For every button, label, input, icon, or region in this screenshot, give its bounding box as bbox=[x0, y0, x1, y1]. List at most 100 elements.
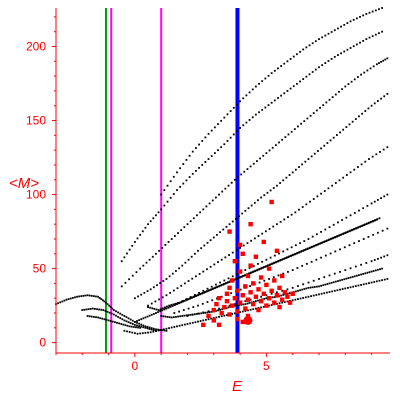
highlight-point bbox=[248, 263, 253, 268]
data-point bbox=[140, 318, 143, 321]
data-point bbox=[257, 235, 260, 237]
data-point bbox=[180, 301, 183, 304]
data-point bbox=[125, 316, 128, 319]
data-point bbox=[373, 102, 376, 105]
data-point bbox=[328, 282, 331, 285]
data-point bbox=[321, 36, 324, 39]
data-point bbox=[162, 328, 165, 331]
data-point bbox=[190, 255, 193, 258]
data-point bbox=[169, 180, 172, 183]
data-point bbox=[348, 244, 351, 247]
data-point bbox=[130, 325, 133, 328]
data-point bbox=[97, 295, 99, 298]
data-point bbox=[344, 85, 347, 88]
data-point bbox=[168, 304, 170, 307]
data-point bbox=[78, 295, 81, 298]
data-point bbox=[189, 313, 192, 316]
data-point bbox=[155, 328, 157, 331]
data-point bbox=[197, 294, 199, 297]
data-point bbox=[204, 311, 207, 314]
data-point bbox=[337, 280, 339, 282]
data-point bbox=[227, 184, 230, 187]
data-point bbox=[287, 270, 289, 273]
data-point bbox=[368, 271, 371, 274]
highlight-point bbox=[274, 248, 280, 254]
data-point bbox=[265, 294, 268, 297]
data-point bbox=[216, 233, 218, 236]
data-point bbox=[363, 224, 366, 226]
data-point bbox=[294, 211, 297, 214]
data-point bbox=[277, 260, 279, 263]
highlight-point bbox=[269, 288, 274, 294]
data-point bbox=[138, 322, 141, 325]
data-point bbox=[261, 232, 264, 235]
data-point bbox=[150, 302, 153, 305]
data-point bbox=[117, 315, 119, 318]
data-point bbox=[205, 318, 207, 321]
data-point bbox=[59, 301, 62, 304]
data-point bbox=[370, 270, 373, 273]
data-point bbox=[226, 140, 229, 142]
data-point bbox=[291, 269, 294, 271]
data-point bbox=[166, 315, 169, 318]
data-point bbox=[188, 297, 191, 300]
highlight-point bbox=[274, 293, 280, 298]
data-point bbox=[369, 67, 372, 70]
data-point bbox=[196, 214, 198, 217]
data-point bbox=[339, 270, 341, 273]
data-point bbox=[370, 202, 373, 205]
data-point bbox=[146, 327, 149, 330]
data-point bbox=[386, 227, 389, 230]
data-point bbox=[167, 241, 170, 243]
data-point bbox=[299, 50, 301, 53]
data-point bbox=[201, 140, 204, 142]
data-point bbox=[289, 255, 292, 258]
data-point bbox=[276, 184, 278, 187]
data-point bbox=[251, 271, 254, 274]
data-point bbox=[157, 329, 160, 332]
data-point bbox=[114, 321, 116, 324]
data-point bbox=[105, 318, 108, 321]
data-point bbox=[281, 289, 284, 292]
data-point bbox=[372, 233, 375, 236]
data-point bbox=[279, 220, 282, 223]
data-point bbox=[111, 307, 114, 310]
data-point bbox=[168, 327, 170, 330]
highlight-point bbox=[290, 291, 295, 296]
data-point bbox=[301, 206, 304, 208]
data-point bbox=[198, 143, 200, 146]
data-point bbox=[242, 303, 245, 306]
data-point bbox=[339, 279, 341, 282]
data-point bbox=[85, 308, 88, 311]
highlight-point bbox=[235, 288, 240, 294]
data-point bbox=[195, 169, 197, 172]
data-point bbox=[177, 315, 179, 318]
highlight-point bbox=[266, 266, 272, 271]
data-point bbox=[231, 251, 234, 254]
data-point bbox=[187, 307, 190, 310]
data-point bbox=[198, 273, 201, 275]
highlight-point bbox=[224, 291, 230, 296]
data-point bbox=[88, 294, 91, 297]
data-point bbox=[317, 150, 319, 152]
data-point bbox=[374, 33, 377, 36]
data-point bbox=[292, 85, 295, 88]
highlight-point bbox=[287, 300, 293, 305]
data-point bbox=[212, 236, 215, 239]
data-point bbox=[119, 317, 122, 319]
data-point bbox=[127, 321, 130, 324]
highlight-point bbox=[261, 239, 266, 245]
data-point bbox=[244, 310, 247, 312]
data-point bbox=[381, 279, 384, 282]
data-point bbox=[311, 71, 314, 73]
data-point bbox=[333, 55, 336, 58]
data-point bbox=[82, 294, 85, 297]
data-point bbox=[286, 288, 289, 291]
data-point bbox=[320, 147, 322, 150]
data-point bbox=[188, 154, 191, 157]
data-point bbox=[296, 82, 298, 85]
data-point bbox=[100, 298, 103, 301]
data-point bbox=[101, 317, 104, 320]
data-point bbox=[373, 259, 376, 261]
data-point bbox=[163, 189, 166, 192]
